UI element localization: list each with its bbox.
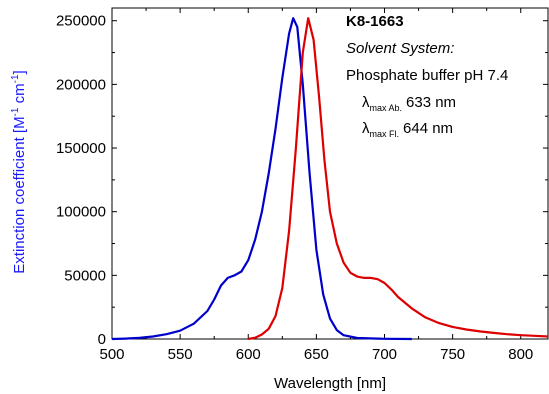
y-axis-title-mid: cm (11, 83, 28, 107)
x-tick-label: 600 (236, 346, 261, 363)
x-tick-label: 700 (372, 346, 397, 363)
y-axis-title-main: Extinction coefficient [M (11, 116, 28, 273)
x-axis-ticks: 500 550 600 650 700 750 800 (99, 8, 533, 363)
y-tick-label: 250000 (56, 13, 106, 30)
absorption-series-line (111, 17, 412, 341)
y-axis-title: Extinction coefficient [M-1 cm-1] (10, 70, 28, 273)
y-axis-ticks: 0 50000 100000 150000 200000 250000 (56, 13, 548, 348)
annotation-lambda-abs: λmax Ab. 633 nm (362, 94, 456, 113)
annotation-block: K8-1663 Solvent System: Phosphate buffer… (346, 13, 508, 139)
x-tick-label: 550 (168, 346, 193, 363)
x-axis-title: Wavelength [nm] (274, 375, 386, 392)
lambda-fl-sub: max Fl. (370, 129, 400, 139)
lambda-fl-value: 644 nm (403, 120, 453, 137)
y-tick-label: 0 (98, 331, 106, 348)
x-tick-label: 800 (508, 346, 533, 363)
y-axis-title-end: ] (11, 70, 28, 74)
x-tick-label: 750 (440, 346, 465, 363)
lambda-abs-symbol: λ (362, 94, 370, 111)
fluorescence-series-line (248, 17, 549, 341)
plot-frame (111, 7, 549, 340)
y-axis-title-sup2: -1 (10, 74, 21, 83)
lambda-abs-value: 633 nm (406, 94, 456, 111)
y-tick-label: 50000 (64, 267, 106, 284)
annotation-solvent-label: Solvent System: (346, 40, 454, 57)
annotation-solvent: Phosphate buffer pH 7.4 (346, 67, 508, 84)
y-tick-label: 150000 (56, 140, 106, 157)
series-layer (111, 17, 549, 341)
x-tick-label: 650 (304, 346, 329, 363)
y-tick-label: 100000 (56, 204, 106, 221)
lambda-abs-sub: max Ab. (370, 103, 403, 113)
y-tick-label: 200000 (56, 76, 106, 93)
x-tick-label: 500 (99, 346, 124, 363)
lambda-fl-symbol: λ (362, 120, 370, 137)
y-axis-title-sup1: -1 (10, 107, 21, 116)
annotation-title: K8-1663 (346, 13, 404, 30)
annotation-lambda-fl: λmax Fl. 644 nm (362, 120, 453, 139)
